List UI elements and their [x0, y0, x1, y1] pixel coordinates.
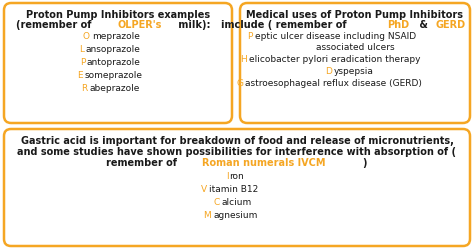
Text: elicobacter pylori eradication therapy: elicobacter pylori eradication therapy — [249, 55, 420, 64]
Text: Gastric acid is important for breakdown of food and release of micronutrients,: Gastric acid is important for breakdown … — [20, 136, 454, 145]
Text: Proton Pump Inhibitors examples: Proton Pump Inhibitors examples — [26, 10, 210, 20]
Text: R: R — [82, 84, 88, 93]
Text: V: V — [201, 184, 208, 193]
Text: imclude ( remember of: imclude ( remember of — [220, 20, 349, 30]
Text: remember of: remember of — [107, 157, 181, 167]
Text: someprazole: someprazole — [84, 71, 142, 80]
Text: milk):: milk): — [174, 20, 210, 30]
Text: H: H — [240, 55, 247, 64]
Text: astroesophageal reflux disease (GERD): astroesophageal reflux disease (GERD) — [246, 79, 422, 88]
Text: yspepsia: yspepsia — [334, 67, 374, 76]
Text: G: G — [237, 79, 243, 88]
Text: meprazole: meprazole — [91, 32, 139, 41]
Text: E: E — [77, 71, 82, 80]
Text: PhD: PhD — [387, 20, 409, 30]
Text: abeprazole: abeprazole — [90, 84, 140, 93]
Text: &: & — [416, 20, 431, 30]
Text: associated ulcers: associated ulcers — [316, 43, 394, 52]
Text: alcium: alcium — [221, 197, 252, 206]
FancyBboxPatch shape — [4, 130, 470, 246]
Text: C: C — [213, 197, 220, 206]
FancyBboxPatch shape — [240, 4, 470, 124]
Text: D: D — [325, 67, 332, 76]
Text: ron: ron — [229, 171, 244, 180]
Text: O: O — [82, 32, 90, 41]
Text: ansoprazole: ansoprazole — [86, 45, 141, 54]
Text: I: I — [226, 171, 228, 180]
Text: itamin B12: itamin B12 — [209, 184, 258, 193]
FancyBboxPatch shape — [4, 4, 232, 124]
Text: GERD: GERD — [435, 20, 465, 30]
Text: ): ) — [362, 157, 366, 167]
Text: M: M — [203, 210, 211, 219]
Text: OLPER's: OLPER's — [118, 20, 162, 30]
Text: eptic ulcer disease including NSAID: eptic ulcer disease including NSAID — [255, 32, 416, 41]
Text: agnesium: agnesium — [213, 210, 258, 219]
Text: P: P — [80, 58, 85, 67]
Text: antoprazole: antoprazole — [87, 58, 141, 67]
Text: and some studies have shown possibilities for interference with absorption of (: and some studies have shown possibilitie… — [18, 146, 456, 156]
Text: P: P — [247, 32, 253, 41]
Text: Roman numerals IVCM: Roman numerals IVCM — [202, 157, 326, 167]
Text: Medical uses of Proton Pump Inhibitors: Medical uses of Proton Pump Inhibitors — [246, 10, 464, 20]
Text: L: L — [79, 45, 84, 54]
Text: (remember of: (remember of — [16, 20, 94, 30]
